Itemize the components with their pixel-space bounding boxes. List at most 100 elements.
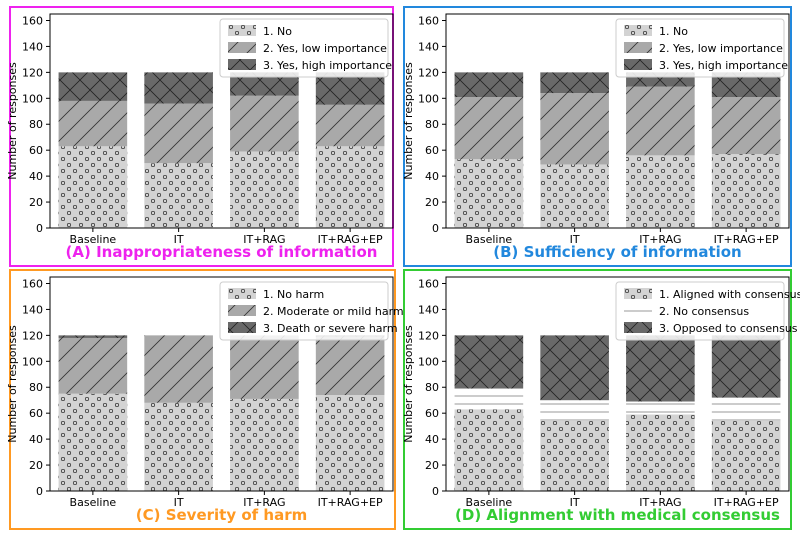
y-tick-label: 160: [418, 277, 439, 290]
panel-frame: [403, 269, 792, 530]
bar-baseline-series-2: [58, 337, 128, 394]
legend-label: 3. Death or severe harm: [263, 322, 398, 335]
x-tick-label: Baseline: [466, 496, 513, 509]
legend-label: 3. Opposed to consensus: [659, 322, 798, 335]
bar-it-rag-series-2: [626, 401, 695, 415]
x-tick-label: IT: [570, 233, 580, 246]
bar-it-rag-ep-series-2: [315, 336, 385, 396]
bar-it-series-1: [144, 163, 213, 228]
legend-swatch: [228, 59, 256, 70]
bar-it-rag-ep-series-3: [315, 72, 385, 105]
y-tick-label: 120: [418, 329, 439, 342]
x-tick-label: IT+RAG: [639, 233, 681, 246]
y-axis-label: Number of responses: [6, 325, 19, 443]
legend-label: 2. Yes, low importance: [263, 42, 387, 55]
bar-it-rag-series-1: [626, 155, 695, 228]
y-axis-label: Number of responses: [402, 325, 415, 443]
y-tick-label: 40: [29, 433, 43, 446]
bar-it-rag-ep-series-1: [711, 420, 781, 491]
legend-box: [219, 281, 389, 341]
legend: 1. No harm 2. Moderate or mild harm 3. Dea…: [219, 281, 404, 341]
chart-panel-c: Baseline IT IT+RAG IT+RAG+EP 0 20 40 60 80 100 120…: [6, 269, 404, 530]
y-tick-label: 80: [29, 381, 43, 394]
y-tick-label: 80: [425, 118, 439, 131]
bar-it-rag-ep-series-3: [711, 335, 781, 398]
x-tick-label: IT+RAG: [243, 233, 285, 246]
plot-area: [445, 13, 790, 229]
plot-area: [445, 276, 790, 492]
plot-area: [49, 276, 394, 492]
y-tick-label: 60: [425, 144, 439, 157]
legend-label: 1. No: [263, 25, 292, 38]
bar-it-series-3: [540, 72, 609, 94]
bar-baseline-series-1: [454, 159, 524, 228]
panel-frame: [9, 269, 396, 530]
legend-box: [615, 281, 785, 341]
x-tick-label: IT: [174, 496, 184, 509]
y-tick-label: 40: [425, 433, 439, 446]
legend-label: 3. Yes, high importance: [659, 59, 788, 72]
bar-it-rag-series-3: [230, 72, 299, 96]
y-tick-label: 140: [418, 40, 439, 53]
panel-frame: [403, 6, 792, 267]
bar-it-series-1: [540, 164, 609, 228]
legend-swatch: [624, 25, 652, 36]
y-tick-label: 60: [29, 407, 43, 420]
bar-it-rag-ep-series-2: [711, 97, 781, 155]
x-tick-label: IT+RAG: [639, 496, 681, 509]
bar-baseline-series-1: [58, 393, 128, 491]
y-tick-label: 60: [29, 144, 43, 157]
y-tick-label: 100: [418, 92, 439, 105]
y-tick-label: 160: [22, 277, 43, 290]
legend-swatch: [624, 288, 652, 299]
bar-it-series-3: [144, 72, 213, 104]
bar-baseline-series-2: [58, 100, 128, 147]
bar-it-rag-series-1: [626, 414, 695, 491]
y-tick-label: 80: [425, 381, 439, 394]
bar-it-rag-series-2: [230, 95, 299, 152]
y-tick-label: 100: [22, 92, 43, 105]
x-tick-label: IT+RAG: [243, 496, 285, 509]
chart-panel-a: Baseline IT IT+RAG IT+RAG+EP 0 20 40 60 80 100 120…: [6, 6, 394, 267]
y-tick-label: 140: [22, 40, 43, 53]
y-tick-label: 0: [36, 222, 43, 235]
legend-label: 2. No consensus: [659, 305, 749, 318]
y-tick-label: 20: [425, 459, 439, 472]
y-axis-label: Number of responses: [402, 62, 415, 180]
bar-baseline-series-2: [454, 388, 524, 410]
legend-swatch: [624, 59, 652, 70]
legend-swatch: [228, 42, 256, 53]
y-tick-label: 100: [418, 355, 439, 368]
bar-it-rag-series-3: [626, 335, 695, 402]
x-tick-label: IT+RAG+EP: [318, 496, 383, 509]
legend-label: 1. No harm: [263, 288, 324, 301]
y-tick-label: 60: [425, 407, 439, 420]
legend-swatch: [228, 288, 256, 299]
y-tick-label: 140: [418, 303, 439, 316]
x-tick-label: IT: [570, 496, 580, 509]
bar-it-rag-series-1: [230, 151, 299, 228]
y-tick-label: 20: [29, 196, 43, 209]
bar-baseline-series-3: [454, 335, 524, 389]
bar-baseline-series-2: [454, 97, 524, 160]
y-tick-label: 160: [418, 14, 439, 27]
legend-box: [615, 18, 785, 78]
bar-it-rag-series-2: [230, 335, 299, 399]
y-tick-label: 120: [22, 329, 43, 342]
legend-swatch: [624, 42, 652, 53]
chart-title: (B) Sufficiency of information: [493, 243, 742, 261]
bar-it-series-2: [144, 103, 213, 164]
legend-swatch: [228, 305, 256, 316]
y-tick-label: 0: [36, 485, 43, 498]
chart-panel-b: Baseline IT IT+RAG IT+RAG+EP 0 20 40 60 80 100 120…: [402, 6, 792, 267]
chart-title: (C) Severity of harm: [136, 506, 307, 524]
bar-it-rag-ep-series-2: [315, 104, 385, 147]
x-tick-label: IT+RAG+EP: [318, 233, 383, 246]
chart-title: (D) Alignment with medical consensus: [455, 506, 780, 524]
y-tick-label: 40: [29, 170, 43, 183]
y-tick-label: 140: [22, 303, 43, 316]
bar-baseline-series-1: [454, 409, 524, 491]
bar-it-rag-ep-series-1: [315, 395, 385, 491]
x-tick-label: Baseline: [466, 233, 513, 246]
